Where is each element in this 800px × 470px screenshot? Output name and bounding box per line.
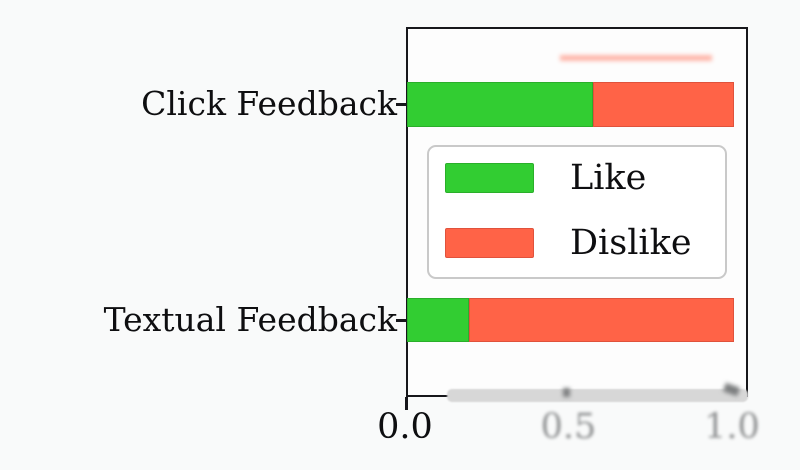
plot-area [406,27,748,397]
category-label-textual-feedback: Textual Feedback [103,300,397,339]
x-tick-label-0: 0.0 [377,407,433,447]
x-tick-label-05: 0.5 [540,407,597,447]
y-tick-mark-click [396,103,406,106]
x-tick-label-10: 1.0 [704,407,760,447]
x-tick-mark-0 [405,397,408,410]
y-tick-mark-textual [396,319,406,322]
category-label-click-feedback: Click Feedback [141,84,397,123]
